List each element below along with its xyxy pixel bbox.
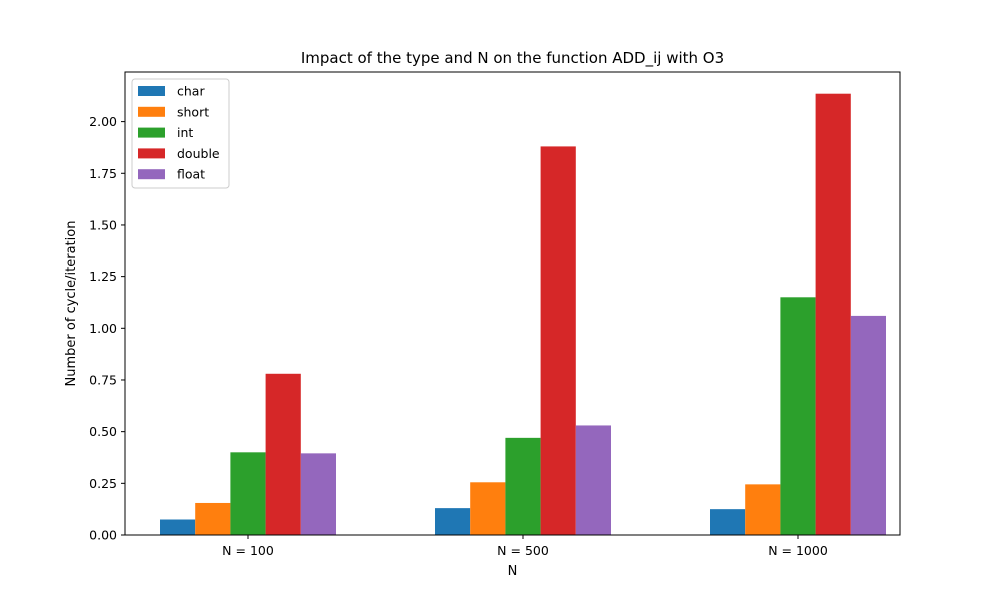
bar-double-2 <box>815 93 851 535</box>
legend-label-double: double <box>177 146 220 161</box>
legend-box <box>131 78 230 189</box>
legend-label-float: float <box>177 167 205 182</box>
x-tick-label: N = 500 <box>497 543 549 558</box>
bar-short-0 <box>195 502 231 535</box>
bars-layer <box>160 93 886 535</box>
bar-int-1 <box>505 437 541 535</box>
x-axis-label: N <box>508 564 518 579</box>
legend-swatch-float <box>138 169 165 180</box>
y-axis-label: Number of cycle/iteration <box>64 221 79 387</box>
legend-swatch-short <box>138 106 165 117</box>
bar-char-1 <box>435 508 471 535</box>
legend-swatch-double <box>138 148 165 159</box>
y-tick-label: 2.00 <box>89 114 117 129</box>
y-tick-label: 1.00 <box>89 321 117 336</box>
bar-short-2 <box>745 484 781 535</box>
bar-int-0 <box>230 452 266 535</box>
bar-float-0 <box>300 453 336 535</box>
bar-int-2 <box>780 297 816 535</box>
bar-short-1 <box>470 482 506 535</box>
y-tick-label: 1.25 <box>89 269 117 284</box>
x-tick-label: N = 100 <box>222 543 274 558</box>
y-tick-label: 1.50 <box>89 217 117 232</box>
bar-float-2 <box>850 315 886 535</box>
legend-swatch-int <box>138 127 165 138</box>
bar-char-0 <box>160 519 196 535</box>
legend-swatch-char <box>138 86 165 96</box>
chart-title: Impact of the type and N on the function… <box>301 49 724 68</box>
legend: char short int double float <box>131 78 230 189</box>
x-axis: N = 100 N = 500 N = 1000 <box>222 535 828 558</box>
x-tick-label: N = 1000 <box>768 543 828 558</box>
y-tick-label: 0.00 <box>89 528 117 543</box>
y-axis: 0.00 0.25 0.50 0.75 1.00 1.25 1.50 1.75 2.00 <box>89 114 125 543</box>
legend-label-char: char <box>177 84 205 99</box>
bar-float-1 <box>575 425 611 535</box>
bar-double-1 <box>540 146 576 535</box>
bar-double-0 <box>265 373 301 535</box>
legend-label-short: short <box>177 104 209 119</box>
bar-char-2 <box>710 509 746 535</box>
y-tick-label: 0.75 <box>89 372 117 387</box>
legend-label-int: int <box>177 125 193 140</box>
plot-area-frame <box>124 71 901 536</box>
y-tick-label: 1.75 <box>89 166 117 181</box>
y-tick-label: 0.50 <box>89 424 117 439</box>
y-tick-label: 0.25 <box>89 476 117 491</box>
